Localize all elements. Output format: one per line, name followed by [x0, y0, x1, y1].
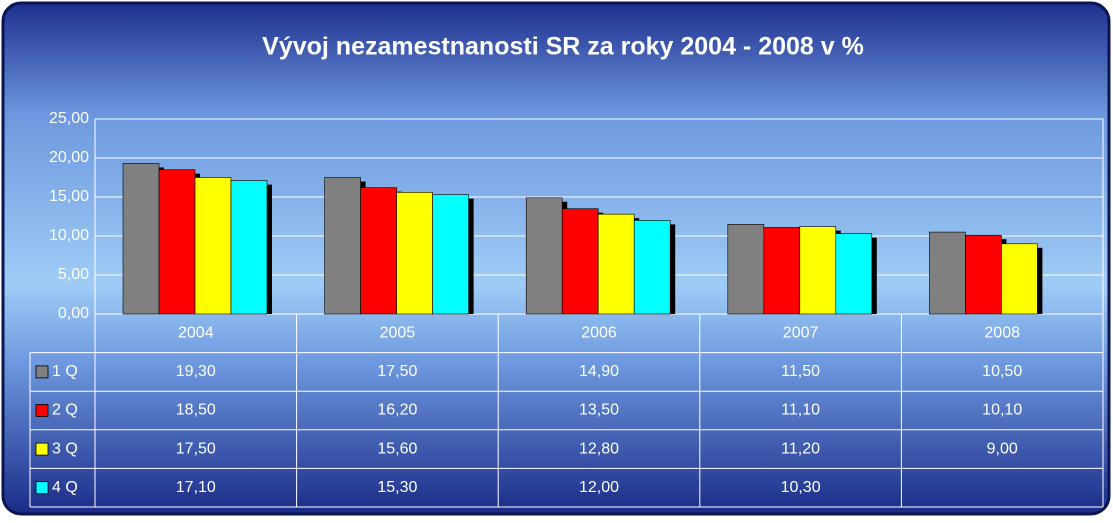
legend-key	[35, 481, 49, 495]
bar	[432, 194, 469, 315]
table-value: 11,10	[781, 402, 820, 419]
y-tick-label: 10,00	[49, 227, 89, 244]
table-value: 15,60	[377, 440, 417, 457]
y-tick-label: 0,00	[58, 305, 89, 322]
bar	[965, 234, 1002, 315]
bar	[158, 169, 196, 315]
bar	[396, 192, 433, 315]
bar	[1001, 243, 1038, 315]
bar	[561, 208, 599, 315]
table-value: 10,10	[982, 402, 1022, 419]
table-value: 10,50	[982, 363, 1022, 380]
bar	[597, 213, 635, 315]
bar	[230, 180, 268, 315]
x-tick-label: 2005	[380, 325, 416, 342]
x-tick-label: 2007	[783, 325, 819, 342]
table-value: 13,50	[579, 402, 619, 419]
legend-label: 2 Q	[52, 402, 78, 419]
bar	[799, 226, 837, 315]
table-value: 12,80	[579, 440, 619, 457]
bar	[929, 231, 966, 315]
bar	[633, 220, 671, 315]
legend-key	[35, 442, 49, 456]
legend-key	[35, 404, 49, 417]
table-value: 11,50	[781, 363, 820, 380]
x-tick-label: 2006	[581, 325, 617, 342]
table-value: 17,50	[176, 440, 216, 457]
x-tick-label: 2008	[984, 325, 1020, 342]
y-tick-label: 25,00	[49, 110, 89, 127]
table-value: 9,00	[987, 440, 1018, 457]
y-tick-label: 20,00	[49, 149, 89, 166]
table-value: 18,50	[176, 402, 216, 419]
legend-key	[35, 365, 49, 379]
legend-label: 4 Q	[52, 479, 78, 496]
y-tick-label: 15,00	[49, 188, 89, 205]
bar	[835, 233, 873, 315]
x-tick-label: 2004	[178, 325, 214, 342]
table-value: 15,30	[377, 479, 417, 496]
bar	[324, 177, 361, 315]
table-value: 12,00	[579, 479, 619, 496]
bar	[122, 163, 160, 315]
legend-label: 1 Q	[52, 363, 78, 380]
table-value: 17,50	[377, 363, 417, 380]
table-value: 16,20	[377, 402, 417, 419]
bar	[360, 187, 397, 315]
table-value: 14,90	[579, 363, 619, 380]
y-tick-label: 5,00	[58, 266, 89, 283]
table-value: 17,10	[176, 479, 216, 496]
chart-title: Vývoj nezamestnanosti SR za roky 2004 - …	[262, 33, 864, 61]
table-value: 19,30	[176, 363, 216, 380]
bar	[194, 177, 232, 315]
bar	[727, 224, 765, 315]
table-value: 10,30	[781, 479, 821, 496]
legend-label: 3 Q	[52, 440, 78, 457]
bar	[525, 197, 563, 315]
bar	[763, 227, 801, 315]
table-value: 11,20	[781, 440, 820, 457]
